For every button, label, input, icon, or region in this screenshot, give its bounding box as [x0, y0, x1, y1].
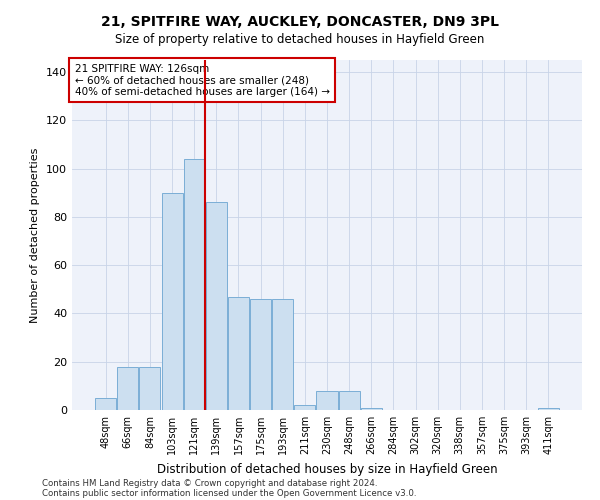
Bar	[250, 299, 271, 410]
Bar	[184, 159, 205, 410]
Bar	[161, 193, 182, 410]
Bar	[316, 390, 338, 410]
Text: Contains HM Land Registry data © Crown copyright and database right 2024.: Contains HM Land Registry data © Crown c…	[42, 478, 377, 488]
Bar	[206, 202, 227, 410]
Bar	[272, 299, 293, 410]
Y-axis label: Number of detached properties: Number of detached properties	[31, 148, 40, 322]
Text: 21, SPITFIRE WAY, AUCKLEY, DONCASTER, DN9 3PL: 21, SPITFIRE WAY, AUCKLEY, DONCASTER, DN…	[101, 15, 499, 29]
Bar	[361, 408, 382, 410]
Bar	[139, 366, 160, 410]
Bar	[295, 405, 316, 410]
Bar	[118, 366, 139, 410]
X-axis label: Distribution of detached houses by size in Hayfield Green: Distribution of detached houses by size …	[157, 462, 497, 475]
Bar	[95, 398, 116, 410]
Bar	[538, 408, 559, 410]
Text: Contains public sector information licensed under the Open Government Licence v3: Contains public sector information licen…	[42, 488, 416, 498]
Text: Size of property relative to detached houses in Hayfield Green: Size of property relative to detached ho…	[115, 32, 485, 46]
Bar	[338, 390, 359, 410]
Text: 21 SPITFIRE WAY: 126sqm
← 60% of detached houses are smaller (248)
40% of semi-d: 21 SPITFIRE WAY: 126sqm ← 60% of detache…	[74, 64, 329, 96]
Bar	[228, 296, 249, 410]
